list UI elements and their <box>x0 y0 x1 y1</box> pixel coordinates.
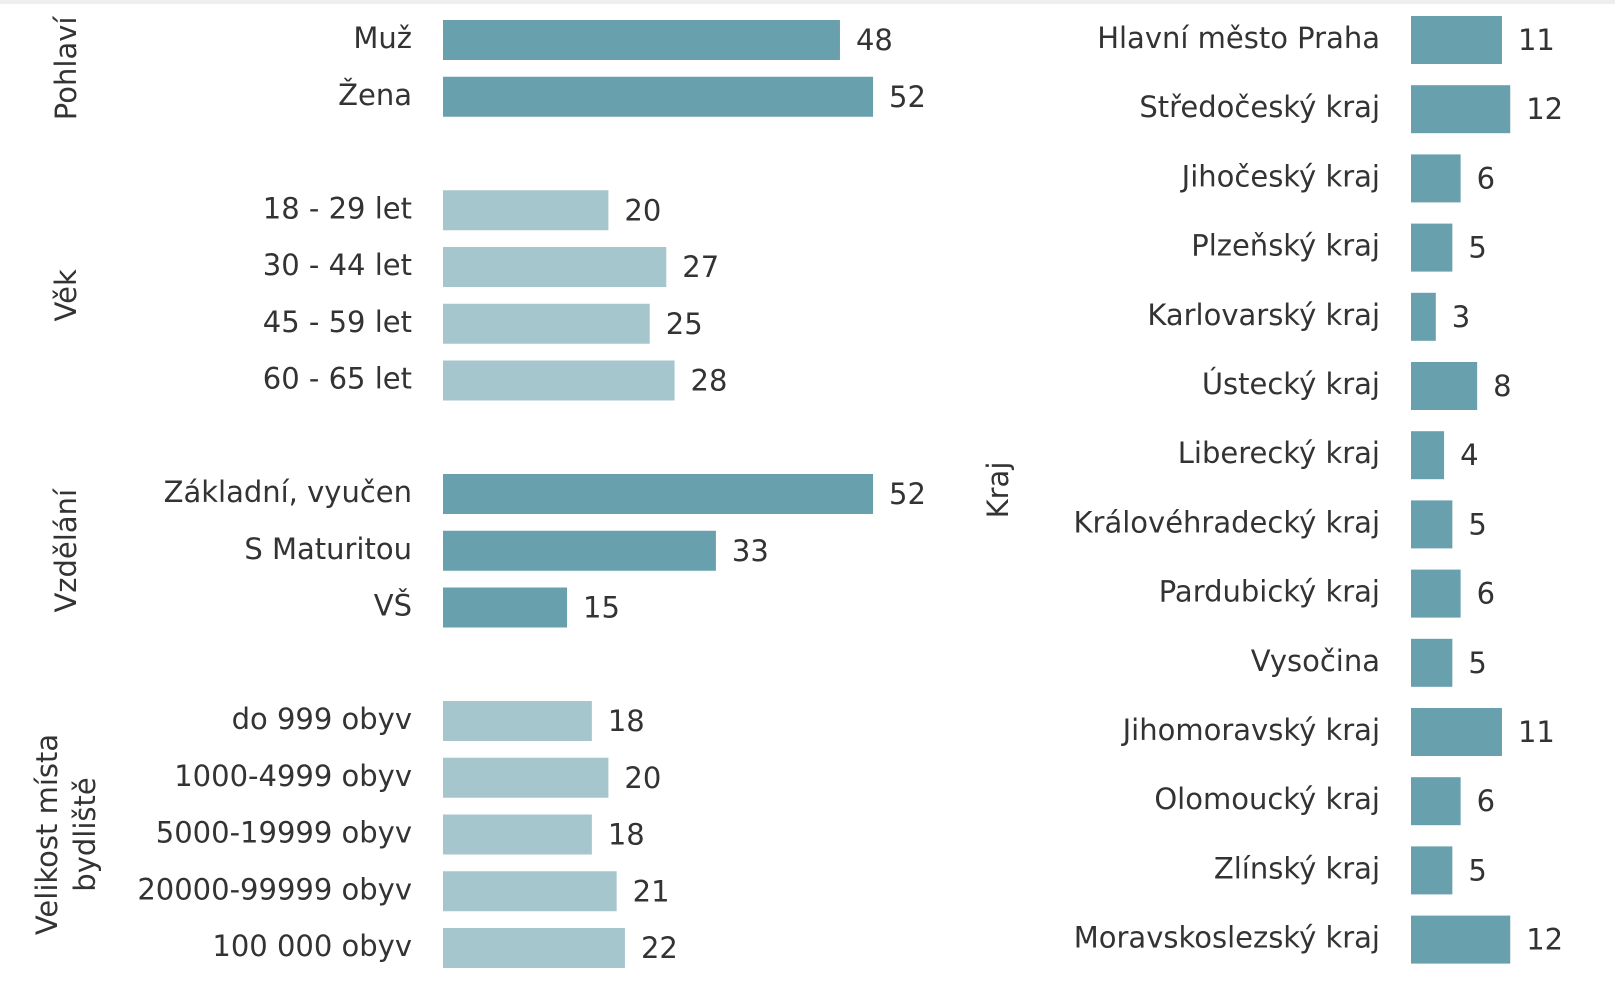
value-label: 6 <box>1477 784 1495 818</box>
bar <box>443 20 840 60</box>
bar <box>443 928 625 968</box>
value-label: 18 <box>608 704 645 738</box>
category-label: Středočeský kraj <box>1139 90 1380 124</box>
category-label: Vysočina <box>1251 644 1380 678</box>
value-label: 22 <box>641 931 678 965</box>
category-label: 45 - 59 let <box>263 305 412 339</box>
value-label: 18 <box>608 818 645 852</box>
bar <box>1411 638 1453 687</box>
value-label: 48 <box>856 23 893 57</box>
top-strip <box>0 0 1615 4</box>
value-label: 28 <box>691 364 728 398</box>
category-label: Zlínský kraj <box>1214 851 1380 885</box>
category-label: Ústecký kraj <box>1202 367 1380 401</box>
value-label: 5 <box>1468 646 1486 680</box>
category-label: Pardubický kraj <box>1159 575 1380 609</box>
bar <box>1411 777 1461 826</box>
bar <box>443 871 617 912</box>
category-label: Muž <box>353 21 412 55</box>
value-label: 3 <box>1452 300 1470 334</box>
group-label: Vzdělání <box>49 488 83 613</box>
bar <box>1411 431 1445 480</box>
bar <box>443 701 592 741</box>
bar <box>1411 223 1453 272</box>
bar <box>1411 846 1453 895</box>
value-label: 11 <box>1518 23 1555 57</box>
category-label: Hlavní město Praha <box>1097 21 1380 55</box>
bar <box>443 587 568 628</box>
category-label: 60 - 65 let <box>263 362 412 396</box>
category-label: Karlovarský kraj <box>1147 298 1380 332</box>
value-label: 6 <box>1477 577 1495 611</box>
category-label: 1000-4999 obyv <box>174 759 412 793</box>
value-label: 12 <box>1526 92 1563 126</box>
category-label: Plzeňský kraj <box>1191 229 1380 263</box>
value-label: 52 <box>889 80 926 114</box>
value-label: 52 <box>889 477 926 511</box>
category-label: Olomoucký kraj <box>1154 782 1380 816</box>
value-label: 25 <box>666 307 703 341</box>
value-label: 5 <box>1468 507 1486 541</box>
value-label: 20 <box>624 761 661 795</box>
value-label: 5 <box>1468 853 1486 887</box>
bar <box>443 190 609 231</box>
category-label: 18 - 29 let <box>263 191 412 225</box>
bar <box>443 814 592 855</box>
group-label: Věk <box>49 269 83 321</box>
bar <box>1411 16 1502 64</box>
category-label: Žena <box>338 78 412 112</box>
value-label: 12 <box>1526 923 1563 957</box>
bar <box>443 76 874 117</box>
category-label: VŠ <box>374 589 412 623</box>
bar <box>443 303 650 344</box>
category-label: 20000-99999 obyv <box>137 872 412 906</box>
category-label: 100 000 obyv <box>212 929 412 963</box>
category-label: Královéhradecký kraj <box>1074 505 1380 539</box>
bar <box>1411 292 1436 341</box>
category-label: do 999 obyv <box>232 702 412 736</box>
value-label: 8 <box>1493 369 1511 403</box>
value-label: 33 <box>732 534 769 568</box>
category-label: S Maturitou <box>244 532 412 566</box>
value-label: 21 <box>633 874 670 908</box>
group-label: Velikost místa bydliště <box>30 734 102 935</box>
value-label: 11 <box>1518 715 1555 749</box>
bar <box>1411 569 1461 618</box>
bar <box>1411 85 1511 134</box>
group-label: Pohlaví <box>49 16 83 121</box>
bar <box>1411 500 1453 549</box>
category-label: Jihomoravský kraj <box>1121 713 1380 747</box>
value-label: 15 <box>583 591 620 625</box>
category-label: Základní, vyučen <box>164 475 412 509</box>
category-label: Jihočeský kraj <box>1180 159 1380 193</box>
category-label: 30 - 44 let <box>263 248 412 282</box>
value-label: 27 <box>682 250 719 284</box>
bar <box>443 247 667 287</box>
bar <box>443 360 675 401</box>
bar <box>443 474 874 514</box>
group-label-line: bydliště <box>68 777 102 891</box>
group-label: Kraj <box>981 462 1015 519</box>
category-label: 5000-19999 obyv <box>156 816 412 850</box>
bar <box>1411 915 1511 964</box>
value-label: 6 <box>1477 161 1495 195</box>
bar <box>443 757 609 798</box>
group-label-line: Velikost místa <box>30 734 64 935</box>
category-label: Liberecký kraj <box>1178 436 1380 470</box>
bar <box>1411 154 1461 203</box>
category-label: Moravskoslezský kraj <box>1074 921 1380 955</box>
bar <box>1411 362 1478 410</box>
bar <box>1411 708 1502 756</box>
value-label: 5 <box>1468 231 1486 265</box>
value-label: 20 <box>624 193 661 227</box>
value-label: 4 <box>1460 438 1478 472</box>
bar <box>443 530 716 571</box>
